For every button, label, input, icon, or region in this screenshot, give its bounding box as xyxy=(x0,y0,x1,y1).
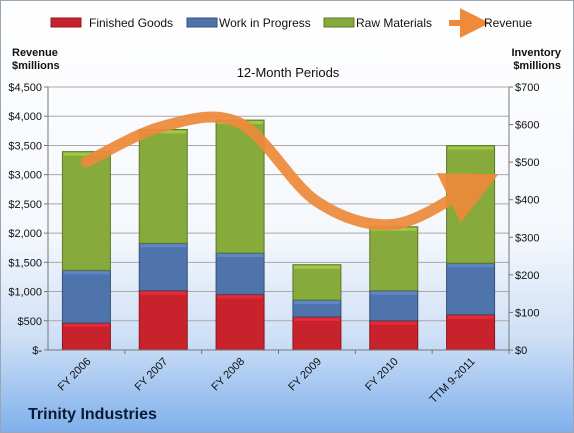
right-tick-label: $500 xyxy=(515,157,539,169)
bar-highlight xyxy=(293,317,340,321)
right-tick-label: $0 xyxy=(515,345,527,357)
bar-highlight xyxy=(63,152,110,156)
bar-raw-materials xyxy=(446,145,496,264)
left-tick-label: $2,500 xyxy=(8,199,42,211)
company-name: Trinity Industries xyxy=(28,406,157,423)
bar-raw-materials xyxy=(61,151,111,271)
bar-finished-goods xyxy=(369,320,419,351)
legend-label-raw-materials: Raw Materials xyxy=(356,16,432,30)
x-tick-label: FY 2008 xyxy=(209,356,247,394)
bar-highlight xyxy=(63,323,110,327)
right-tick-label: $600 xyxy=(515,120,539,132)
left-axis: $- $500 $1,000 $1,500 $2,000 $2,500 $3,000 $3,5… xyxy=(8,82,49,357)
legend-label-finished-goods: Finished Goods xyxy=(89,16,173,30)
x-tick-label: FY 2007 xyxy=(133,356,171,394)
bar-highlight xyxy=(217,254,264,258)
bar-highlight xyxy=(293,301,340,305)
bar-highlight xyxy=(63,271,110,275)
bar-finished-goods xyxy=(446,314,496,351)
bar-highlight xyxy=(140,244,187,248)
revenue-line-path xyxy=(80,111,499,231)
bar-work-in-progress xyxy=(215,252,265,295)
legend-swatch-raw-materials xyxy=(323,17,355,28)
bar-highlight xyxy=(370,291,417,295)
left-tick-label: $4,500 xyxy=(8,82,42,94)
legend-label-revenue: Revenue xyxy=(484,16,532,30)
bar-highlight xyxy=(447,146,494,150)
left-tick-label: $- xyxy=(32,345,42,357)
left-tick-label: $1,000 xyxy=(8,287,42,299)
left-tick-label: $3,500 xyxy=(8,140,42,152)
bar-work-in-progress xyxy=(61,269,111,324)
left-tick-label: $500 xyxy=(18,316,42,328)
bar-highlight xyxy=(140,291,187,295)
left-tick-label: $3,000 xyxy=(8,170,42,182)
bar-work-in-progress xyxy=(138,242,188,292)
bars xyxy=(61,119,496,351)
left-tick-label: $2,000 xyxy=(8,228,42,240)
bar-raw-materials xyxy=(138,128,188,244)
x-tick-label: FY 2006 xyxy=(56,356,94,394)
bar-highlight xyxy=(447,315,494,319)
bar-highlight xyxy=(140,130,187,134)
bar-highlight xyxy=(293,265,340,269)
legend: Finished Goods Work in Progress Raw Materi… xyxy=(50,8,532,38)
bar-raw-materials xyxy=(369,226,419,292)
gridlines xyxy=(48,86,509,351)
x-axis: FY 2006 FY 2007 FY 2008 FY 2009 FY 2010 TTM 9… xyxy=(48,349,510,406)
left-axis-title-line1: Revenue xyxy=(12,47,58,59)
bar-work-in-progress xyxy=(446,262,496,316)
right-tick-label: $700 xyxy=(515,82,539,94)
legend-swatch-work-in-progress xyxy=(186,17,218,28)
legend-label-work-in-progress: Work in Progress xyxy=(219,16,311,30)
right-tick-label: $100 xyxy=(515,307,539,319)
x-tick-label: TTM 9-2011 xyxy=(427,356,477,406)
bar-finished-goods xyxy=(292,316,342,351)
bar-highlight xyxy=(217,295,264,299)
right-axis-title-line1: Inventory xyxy=(511,47,561,59)
left-axis-title: Revenue $millions xyxy=(12,47,60,73)
right-axis-title-line2: $millions xyxy=(513,60,561,72)
right-tick-label: $400 xyxy=(515,195,539,207)
bar-highlight xyxy=(370,321,417,325)
bar-finished-goods xyxy=(138,290,188,351)
bar-work-in-progress xyxy=(369,290,419,322)
bar-finished-goods xyxy=(215,293,265,351)
right-axis-title: Inventory $millions xyxy=(511,47,561,73)
x-tick-label: FY 2010 xyxy=(363,356,401,394)
left-tick-label: $1,500 xyxy=(8,257,42,269)
bar-highlight xyxy=(447,264,494,268)
right-tick-label: $300 xyxy=(515,232,539,244)
bar-raw-materials xyxy=(292,264,342,301)
chart-title: 12-Month Periods xyxy=(236,65,340,80)
left-axis-title-line2: $millions xyxy=(12,60,60,72)
legend-swatch-finished-goods xyxy=(50,17,82,28)
x-tick-label: FY 2009 xyxy=(286,356,324,394)
right-axis: $0 $100 $200 $300 $400 $500 $600 $700 xyxy=(508,82,539,357)
revenue-line xyxy=(80,111,499,231)
bar-finished-goods xyxy=(61,322,111,351)
right-tick-label: $200 xyxy=(515,270,539,282)
left-tick-label: $4,000 xyxy=(8,111,42,123)
